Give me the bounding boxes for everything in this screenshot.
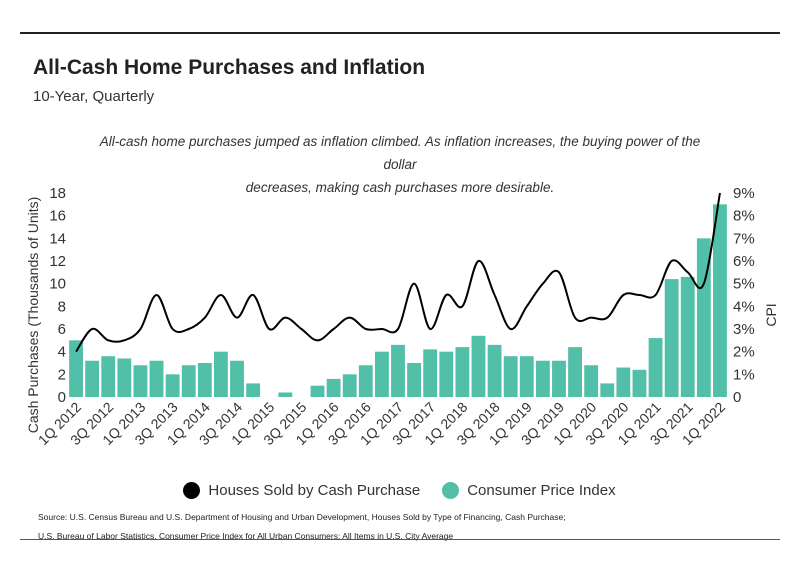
cpi-bar bbox=[616, 367, 631, 397]
right-axis-tick-label: 4% bbox=[733, 298, 755, 315]
left-axis-tick-label: 0 bbox=[58, 389, 66, 406]
cpi-bar bbox=[214, 351, 228, 397]
bottom-rule bbox=[20, 539, 780, 540]
cpi-bar bbox=[278, 392, 293, 397]
legend-item-cash-purchases: Houses Sold by Cash Purchase bbox=[183, 482, 420, 499]
source-line-2: U.S. Bureau of Labor Statistics, Consume… bbox=[38, 531, 454, 541]
cpi-bar bbox=[487, 344, 502, 397]
right-axis-tick-label: 6% bbox=[733, 253, 755, 270]
cpi-bar bbox=[246, 383, 261, 397]
cpi-bar bbox=[664, 279, 679, 397]
right-axis-tick-label: 8% bbox=[733, 208, 755, 225]
cpi-bar bbox=[471, 335, 486, 397]
source-line-1: Source: U.S. Census Bureau and U.S. Depa… bbox=[38, 512, 566, 522]
left-axis-tick-label: 18 bbox=[49, 185, 66, 202]
cpi-bar bbox=[391, 344, 405, 397]
chart-subtitle: 10-Year, Quarterly bbox=[33, 88, 155, 105]
cpi-bar bbox=[519, 356, 534, 397]
left-axis-tick-label: 4 bbox=[58, 344, 66, 361]
cpi-bar bbox=[181, 365, 196, 397]
cpi-bar bbox=[680, 276, 695, 397]
right-axis-title: CPI bbox=[763, 303, 779, 326]
cpi-bar bbox=[310, 385, 325, 397]
right-axis-tick-label: 3% bbox=[733, 321, 755, 338]
left-axis-tick-label: 6 bbox=[58, 321, 66, 338]
cpi-bar bbox=[326, 378, 341, 397]
cpi-bar bbox=[230, 360, 244, 397]
annotation-line-1: All-cash home purchases jumped as inflat… bbox=[99, 134, 701, 172]
right-axis-tick-label: 1% bbox=[733, 366, 755, 383]
cpi-bar bbox=[101, 356, 116, 397]
cpi-bar bbox=[648, 338, 663, 397]
cpi-bar bbox=[358, 365, 373, 397]
left-axis-tick-label: 2 bbox=[58, 366, 66, 383]
cpi-bar bbox=[455, 347, 470, 397]
left-axis-tick-label: 10 bbox=[49, 276, 66, 293]
cash-purchases-line bbox=[75, 192, 721, 353]
right-axis-tick-label: 5% bbox=[733, 276, 755, 293]
cpi-bar bbox=[69, 340, 83, 397]
cpi-bar bbox=[584, 365, 599, 397]
cpi-bar bbox=[117, 358, 132, 397]
cpi-bar bbox=[713, 204, 727, 397]
right-axis-tick-label: 7% bbox=[733, 230, 755, 247]
top-rule bbox=[20, 32, 780, 34]
right-axis-tick-label: 9% bbox=[733, 185, 755, 202]
legend-line-marker bbox=[183, 482, 201, 499]
legend-item-cpi: Consumer Price Index bbox=[442, 482, 616, 499]
legend-label-cash-purchases: Houses Sold by Cash Purchase bbox=[208, 482, 421, 499]
legend-label-cpi: Consumer Price Index bbox=[467, 482, 616, 499]
cpi-bar bbox=[342, 374, 357, 397]
cpi-bar bbox=[552, 360, 566, 397]
right-axis-tick-label: 2% bbox=[733, 344, 755, 361]
left-axis-title: Cash Purchases (Thousands of Units) bbox=[25, 197, 41, 434]
chart-title: All-Cash Home Purchases and Inflation bbox=[33, 56, 426, 79]
cpi-bar bbox=[374, 351, 389, 397]
cpi-bar bbox=[535, 360, 550, 397]
cpi-bar bbox=[85, 360, 100, 397]
cpi-bar bbox=[133, 365, 148, 397]
left-axis-tick-label: 12 bbox=[49, 253, 66, 270]
chart-area: 0 2 4 6 8 10 12 14 16 18 0 1% 2% 3% 4% 5% 6% 7% 8% 9% Cash P… bbox=[25, 185, 779, 448]
cpi-bar bbox=[197, 363, 212, 397]
left-axis-tick-label: 8 bbox=[58, 298, 66, 315]
right-axis-tick-label: 0 bbox=[733, 389, 741, 406]
annotation-line-2: decreases, making cash purchases more de… bbox=[245, 180, 555, 195]
cpi-bar bbox=[423, 349, 438, 397]
cpi-bar bbox=[600, 383, 615, 397]
cpi-bar bbox=[696, 238, 711, 397]
cpi-bar bbox=[165, 374, 180, 397]
cpi-bar bbox=[149, 360, 164, 397]
legend-bar-marker bbox=[442, 482, 460, 499]
left-axis-tick-label: 16 bbox=[49, 208, 66, 225]
chart-legend: Houses Sold by Cash Purchase Consumer Pr… bbox=[0, 482, 799, 499]
cpi-bar bbox=[503, 356, 518, 397]
cpi-bar bbox=[632, 369, 647, 397]
cpi-bar bbox=[407, 363, 422, 397]
cpi-bar bbox=[439, 351, 454, 397]
chart-annotation: All-cash home purchases jumped as inflat… bbox=[90, 130, 710, 199]
cpi-bar bbox=[568, 347, 582, 397]
left-axis-tick-label: 14 bbox=[49, 230, 66, 247]
